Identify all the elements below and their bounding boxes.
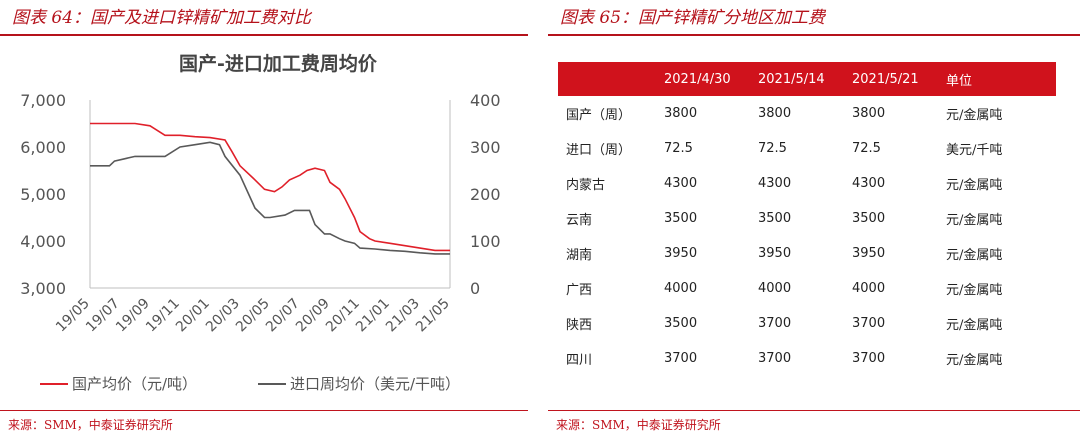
region-cell: 湖南 — [566, 248, 593, 263]
domestic-price-line — [90, 122, 450, 252]
x-tick-label: 21/03 — [383, 296, 423, 336]
x-tick-label: 19/05 — [53, 296, 93, 336]
left-y-tick-label: 3,000 — [20, 279, 66, 298]
table-row: 广西 4000 4000 4000 元/金属吨 — [558, 271, 1056, 306]
x-tick-label: 19/11 — [143, 296, 183, 336]
value-cell: 72.5 — [852, 141, 881, 156]
region-cell: 四川 — [566, 353, 593, 368]
title-divider — [0, 34, 528, 36]
header-cell-date-2: 2021/5/14 — [750, 62, 844, 96]
x-tick-label: 21/01 — [353, 296, 393, 336]
value-cell: 3950 — [664, 246, 698, 261]
unit-cell: 元/金属吨 — [946, 213, 1003, 228]
right-y-tick-label: 200 — [470, 185, 501, 204]
value-cell: 3700 — [758, 316, 792, 331]
table-row: 云南 3500 3500 3500 元/金属吨 — [558, 201, 1056, 236]
left-y-tick-label: 4,000 — [20, 232, 66, 251]
region-cell: 广西 — [566, 283, 593, 298]
x-tick-label: 20/05 — [233, 296, 273, 336]
region-cell: 陕西 — [566, 318, 593, 333]
region-cell: 云南 — [566, 213, 593, 228]
unit-cell: 元/金属吨 — [946, 318, 1003, 333]
left-y-tick-label: 6,000 — [20, 138, 66, 157]
right-y-tick-label: 400 — [470, 91, 501, 110]
value-cell: 3700 — [852, 316, 886, 331]
header-cell-date-3: 2021/5/21 — [844, 62, 938, 96]
source-note: 来源：SMM，中泰证券研究所 — [8, 418, 173, 432]
x-tick-label: 19/09 — [113, 296, 153, 336]
table-row: 国产（周） 3800 3800 3800 元/金属吨 — [558, 96, 1056, 131]
value-cell: 3500 — [664, 211, 698, 226]
value-cell: 4300 — [664, 176, 698, 191]
value-cell: 3950 — [758, 246, 792, 261]
value-cell: 72.5 — [758, 141, 787, 156]
source-divider — [0, 410, 528, 411]
header-cell-unit: 单位 — [938, 62, 1056, 96]
right-y-tick-label: 0 — [470, 279, 480, 298]
value-cell: 3700 — [664, 351, 698, 366]
x-tick-label: 21/05 — [413, 296, 453, 336]
table-row: 进口（周） 72.5 72.5 72.5 美元/千吨 — [558, 131, 1056, 166]
table-row: 四川 3700 3700 3700 元/金属吨 — [558, 341, 1056, 376]
legend-label-import: 进口周均价（美元/干吨） — [290, 375, 460, 393]
x-tick-label: 20/01 — [173, 296, 213, 336]
header-cell-date-1: 2021/4/30 — [656, 62, 750, 96]
processing-fee-line-chart: 国产-进口加工费周均价 7,000 6,000 5,000 4,000 3,000 40… — [20, 52, 501, 393]
unit-cell: 元/金属吨 — [946, 353, 1003, 368]
value-cell: 4300 — [758, 176, 792, 191]
figure-65-title: 图表 65：国产锌精矿分地区加工费 — [560, 8, 826, 28]
left-figure-panel: 图表 64：国产及进口锌精矿加工费对比 国产-进口加工费周均价 7,000 6,0… — [0, 0, 528, 441]
value-cell: 3500 — [852, 211, 886, 226]
value-cell: 4000 — [852, 281, 886, 296]
table-row: 内蒙古 4300 4300 4300 元/金属吨 — [558, 166, 1056, 201]
figure-64-title: 图表 64：国产及进口锌精矿加工费对比 — [12, 8, 312, 28]
value-cell: 3800 — [664, 106, 698, 121]
unit-cell: 元/金属吨 — [946, 283, 1003, 298]
x-tick-label: 20/03 — [203, 296, 243, 336]
left-y-tick-label: 5,000 — [20, 185, 66, 204]
value-cell: 4000 — [664, 281, 698, 296]
value-cell: 4300 — [852, 176, 886, 191]
value-cell: 3700 — [852, 351, 886, 366]
right-y-tick-label: 100 — [470, 232, 501, 251]
x-tick-label: 20/09 — [293, 296, 333, 336]
unit-cell: 元/金属吨 — [946, 248, 1003, 263]
source-divider — [548, 410, 1080, 411]
x-tick-label: 20/11 — [323, 296, 363, 336]
value-cell: 4000 — [758, 281, 792, 296]
x-tick-label: 20/07 — [263, 296, 303, 336]
regional-fee-table: 2021/4/30 2021/5/14 2021/5/21 单位 国产（周） 38… — [558, 62, 1056, 376]
table-row: 陕西 3500 3700 3700 元/金属吨 — [558, 306, 1056, 341]
value-cell: 3800 — [852, 106, 886, 121]
value-cell: 3950 — [852, 246, 886, 261]
value-cell: 3800 — [758, 106, 792, 121]
value-cell: 3500 — [664, 316, 698, 331]
chart-title: 国产-进口加工费周均价 — [179, 52, 378, 75]
left-y-tick-label: 7,000 — [20, 91, 66, 110]
region-cell: 内蒙古 — [566, 178, 606, 193]
title-divider — [548, 34, 1080, 36]
source-note: 来源：SMM，中泰证券研究所 — [556, 418, 721, 432]
right-figure-panel: 图表 65：国产锌精矿分地区加工费 2021/4/30 2021/5/14 20… — [548, 0, 1080, 441]
value-cell: 3700 — [758, 351, 792, 366]
import-price-line — [90, 141, 450, 255]
right-y-tick-label: 300 — [470, 138, 501, 157]
region-cell: 进口（周） — [566, 143, 632, 158]
value-cell: 72.5 — [664, 141, 693, 156]
table-row: 湖南 3950 3950 3950 元/金属吨 — [558, 236, 1056, 271]
value-cell: 3500 — [758, 211, 792, 226]
unit-cell: 元/金属吨 — [946, 108, 1003, 123]
legend-label-domestic: 国产均价（元/吨） — [72, 375, 197, 393]
region-cell: 国产（周） — [566, 108, 632, 123]
unit-cell: 元/金属吨 — [946, 178, 1003, 193]
unit-cell: 美元/千吨 — [946, 143, 1003, 158]
x-tick-label: 19/07 — [83, 296, 123, 336]
table-header-row: 2021/4/30 2021/5/14 2021/5/21 单位 — [558, 62, 1056, 96]
header-cell-region — [558, 62, 656, 96]
